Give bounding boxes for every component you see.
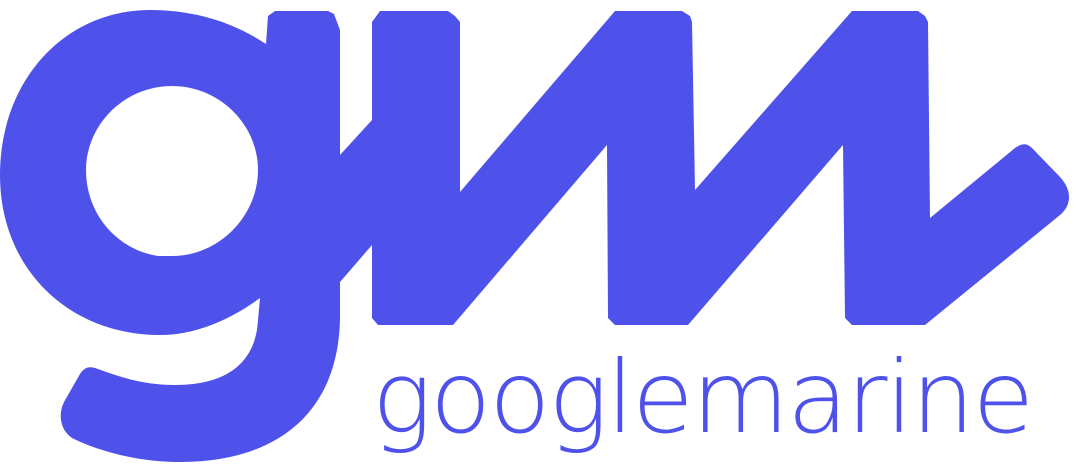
logo-g-shape xyxy=(0,10,340,462)
wordmark-text: googlemarine xyxy=(372,339,1034,456)
logo-m-shape xyxy=(340,11,1069,325)
